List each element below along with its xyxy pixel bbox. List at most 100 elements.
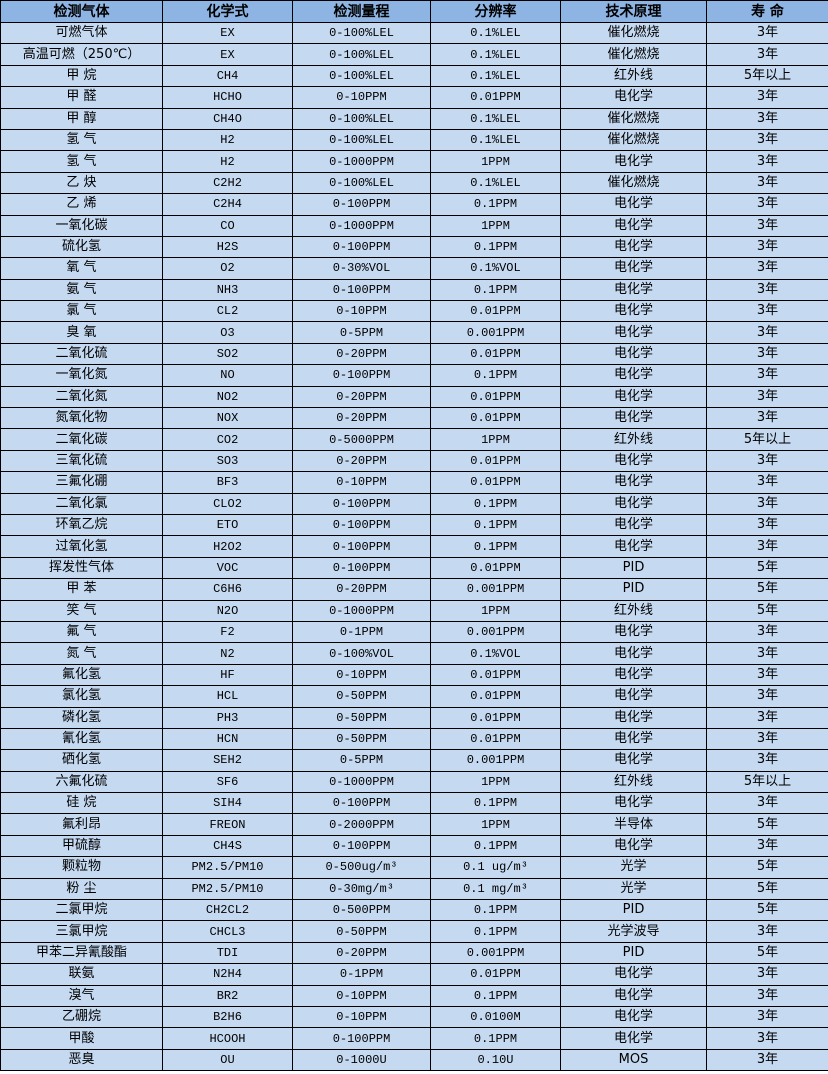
cell-principle: MOS (560, 1048, 707, 1072)
cell-lifetime: 3年 (706, 513, 828, 537)
cell-resolution: 0.01PPM (430, 663, 561, 687)
cell-gas-name: 甲酸 (0, 1027, 163, 1050)
cell-lifetime: 3年 (706, 193, 828, 216)
cell-principle: 电化学 (560, 642, 707, 665)
cell-formula: C2H4 (162, 193, 293, 216)
cell-range: 0-30%VOL (292, 257, 431, 280)
cell-resolution: 1PPM (430, 214, 561, 237)
cell-lifetime: 3年 (706, 407, 828, 430)
table-row: 环氧乙烷 ETO 0-100PPM 0.1PPM 电化学 3年 (0, 513, 828, 537)
cell-formula: PM2.5/PM10 (162, 856, 293, 879)
cell-lifetime: 3年 (706, 128, 828, 152)
cell-principle: 电化学 (560, 620, 707, 644)
cell-principle: 红外线 (560, 770, 707, 794)
cell-formula: O3 (162, 321, 293, 344)
cell-lifetime: 3年 (706, 492, 828, 515)
cell-range: 0-20PPM (292, 449, 431, 473)
cell-lifetime: 5年以上 (706, 428, 828, 451)
cell-lifetime: 3年 (706, 321, 828, 344)
cell-gas-name: 臭 氧 (0, 321, 163, 344)
cell-lifetime: 5年 (706, 578, 828, 601)
cell-gas-name: 氟化氢 (0, 663, 163, 687)
cell-range: 0-10PPM (292, 1005, 431, 1029)
cell-principle: PID (560, 578, 707, 601)
cell-principle: 电化学 (560, 513, 707, 537)
cell-formula: H2O2 (162, 535, 293, 558)
cell-principle: 电化学 (560, 278, 707, 302)
cell-lifetime: 3年 (706, 107, 828, 130)
cell-formula: F2 (162, 620, 293, 644)
cell-range: 0-100PPM (292, 556, 431, 580)
cell-resolution: 0.01PPM (430, 727, 561, 751)
cell-gas-name: 乙硼烷 (0, 1005, 163, 1029)
cell-gas-name: 环氧乙烷 (0, 513, 163, 537)
cell-lifetime: 5年 (706, 899, 828, 922)
cell-resolution: 1PPM (430, 428, 561, 451)
cell-resolution: 0.1%VOL (430, 257, 561, 280)
cell-lifetime: 3年 (706, 727, 828, 751)
cell-principle: 红外线 (560, 64, 707, 88)
cell-gas-name: 笑 气 (0, 599, 163, 622)
table-row: 氨 气 NH3 0-100PPM 0.1PPM 电化学 3年 (0, 278, 828, 302)
cell-resolution: 1PPM (430, 599, 561, 622)
cell-range: 0-100PPM (292, 1027, 431, 1050)
cell-gas-name: 甲苯二异氰酸酯 (0, 941, 163, 965)
cell-resolution: 0.1 mg/m³ (430, 877, 561, 901)
cell-principle: 电化学 (560, 492, 707, 515)
cell-range: 0-20PPM (292, 342, 431, 366)
cell-range: 0-100PPM (292, 193, 431, 216)
cell-resolution: 0.1PPM (430, 984, 561, 1007)
cell-principle: 电化学 (560, 984, 707, 1007)
cell-principle: 催化燃烧 (560, 21, 707, 45)
cell-formula: HF (162, 663, 293, 687)
cell-gas-name: 氧 气 (0, 257, 163, 280)
cell-gas-name: 三氧化硫 (0, 449, 163, 473)
cell-principle: 电化学 (560, 471, 707, 494)
table-row: 可燃气体 EX 0-100%LEL 0.1%LEL 催化燃烧 3年 (0, 21, 828, 45)
header-resolution: 分辨率 (430, 0, 561, 23)
cell-resolution: 0.1%LEL (430, 43, 561, 66)
cell-lifetime: 3年 (706, 171, 828, 195)
cell-gas-name: 一氧化碳 (0, 214, 163, 237)
table-row: 笑 气 N2O 0-1000PPM 1PPM 红外线 5年 (0, 599, 828, 622)
cell-range: 0-1PPM (292, 620, 431, 644)
cell-lifetime: 3年 (706, 342, 828, 366)
cell-formula: H2S (162, 235, 293, 259)
cell-range: 0-1000PPM (292, 150, 431, 173)
cell-lifetime: 3年 (706, 749, 828, 772)
cell-lifetime: 3年 (706, 43, 828, 66)
cell-lifetime: 5年 (706, 813, 828, 836)
cell-gas-name: 二氯甲烷 (0, 899, 163, 922)
table-row: 氮氧化物 NOX 0-20PPM 0.01PPM 电化学 3年 (0, 407, 828, 430)
cell-range: 0-10PPM (292, 984, 431, 1007)
cell-resolution: 0.10U (430, 1048, 561, 1072)
cell-lifetime: 3年 (706, 86, 828, 109)
table-row: 氟利昂 FREON 0-2000PPM 1PPM 半导体 5年 (0, 813, 828, 836)
cell-range: 0-100PPM (292, 513, 431, 537)
cell-formula: O2 (162, 257, 293, 280)
table-row: 六氟化硫 SF6 0-1000PPM 1PPM 红外线 5年以上 (0, 770, 828, 794)
table-row: 硅 烷 SIH4 0-100PPM 0.1PPM 电化学 3年 (0, 792, 828, 815)
cell-range: 0-10PPM (292, 663, 431, 687)
table-row: 氢 气 H2 0-1000PPM 1PPM 电化学 3年 (0, 150, 828, 173)
cell-principle: PID (560, 899, 707, 922)
table-row: 甲 醛 HCHO 0-10PPM 0.01PPM 电化学 3年 (0, 86, 828, 109)
cell-gas-name: 颗粒物 (0, 856, 163, 879)
cell-lifetime: 5年 (706, 877, 828, 901)
cell-principle: 电化学 (560, 235, 707, 259)
cell-lifetime: 3年 (706, 685, 828, 708)
cell-lifetime: 3年 (706, 1048, 828, 1072)
cell-range: 0-20PPM (292, 385, 431, 409)
cell-principle: 电化学 (560, 963, 707, 986)
cell-resolution: 0.01PPM (430, 86, 561, 109)
cell-lifetime: 5年 (706, 856, 828, 879)
table-row: 氧 气 O2 0-30%VOL 0.1%VOL 电化学 3年 (0, 257, 828, 280)
cell-lifetime: 3年 (706, 364, 828, 387)
cell-gas-name: 三氟化硼 (0, 471, 163, 494)
cell-lifetime: 3年 (706, 642, 828, 665)
cell-principle: 电化学 (560, 321, 707, 344)
cell-resolution: 0.01PPM (430, 556, 561, 580)
cell-principle: 电化学 (560, 449, 707, 473)
table-row: 二氯甲烷 CH2CL2 0-500PPM 0.1PPM PID 5年 (0, 899, 828, 922)
